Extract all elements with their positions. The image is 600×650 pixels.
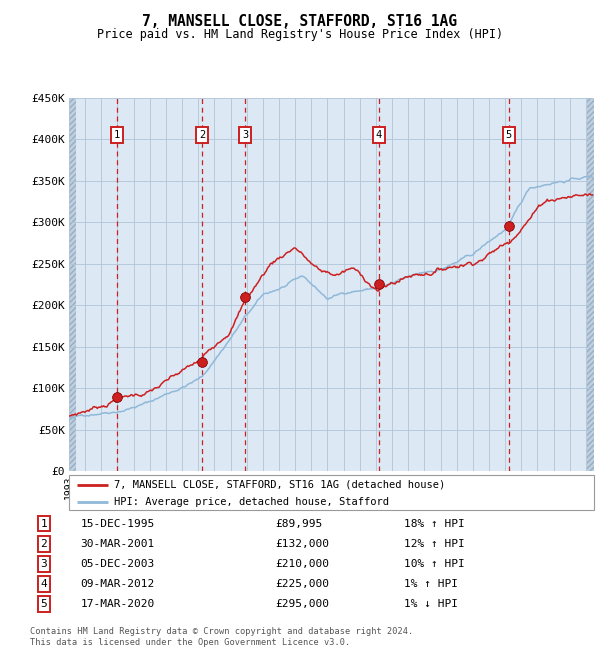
Bar: [69, 98, 76, 471]
Text: 1% ↑ HPI: 1% ↑ HPI: [404, 579, 458, 589]
Text: £295,000: £295,000: [275, 599, 329, 609]
Text: 1% ↓ HPI: 1% ↓ HPI: [404, 599, 458, 609]
Text: 1: 1: [41, 519, 47, 528]
Text: 7, MANSELL CLOSE, STAFFORD, ST16 1AG: 7, MANSELL CLOSE, STAFFORD, ST16 1AG: [143, 14, 458, 29]
Text: 15-DEC-1995: 15-DEC-1995: [80, 519, 154, 528]
Text: 30-MAR-2001: 30-MAR-2001: [80, 539, 154, 549]
Text: 3: 3: [41, 559, 47, 569]
Text: Price paid vs. HM Land Registry's House Price Index (HPI): Price paid vs. HM Land Registry's House …: [97, 28, 503, 41]
Text: 5: 5: [41, 599, 47, 609]
Text: 17-MAR-2020: 17-MAR-2020: [80, 599, 154, 609]
Text: £132,000: £132,000: [275, 539, 329, 549]
Text: 10% ↑ HPI: 10% ↑ HPI: [404, 559, 464, 569]
Text: 4: 4: [41, 579, 47, 589]
Text: HPI: Average price, detached house, Stafford: HPI: Average price, detached house, Staf…: [113, 497, 389, 506]
Text: 3: 3: [242, 130, 248, 140]
Text: £89,995: £89,995: [275, 519, 323, 528]
Text: 4: 4: [376, 130, 382, 140]
Bar: [587, 98, 594, 471]
Text: 2: 2: [199, 130, 205, 140]
Text: 5: 5: [505, 130, 512, 140]
Text: £225,000: £225,000: [275, 579, 329, 589]
Text: 12% ↑ HPI: 12% ↑ HPI: [404, 539, 464, 549]
Text: 7, MANSELL CLOSE, STAFFORD, ST16 1AG (detached house): 7, MANSELL CLOSE, STAFFORD, ST16 1AG (de…: [113, 480, 445, 489]
Text: 1: 1: [113, 130, 120, 140]
Text: Contains HM Land Registry data © Crown copyright and database right 2024.
This d: Contains HM Land Registry data © Crown c…: [30, 627, 413, 647]
Bar: [69, 98, 76, 471]
Text: 09-MAR-2012: 09-MAR-2012: [80, 579, 154, 589]
Text: 05-DEC-2003: 05-DEC-2003: [80, 559, 154, 569]
FancyBboxPatch shape: [69, 474, 594, 510]
Text: 18% ↑ HPI: 18% ↑ HPI: [404, 519, 464, 528]
Bar: [587, 98, 594, 471]
Text: £210,000: £210,000: [275, 559, 329, 569]
Text: 2: 2: [41, 539, 47, 549]
